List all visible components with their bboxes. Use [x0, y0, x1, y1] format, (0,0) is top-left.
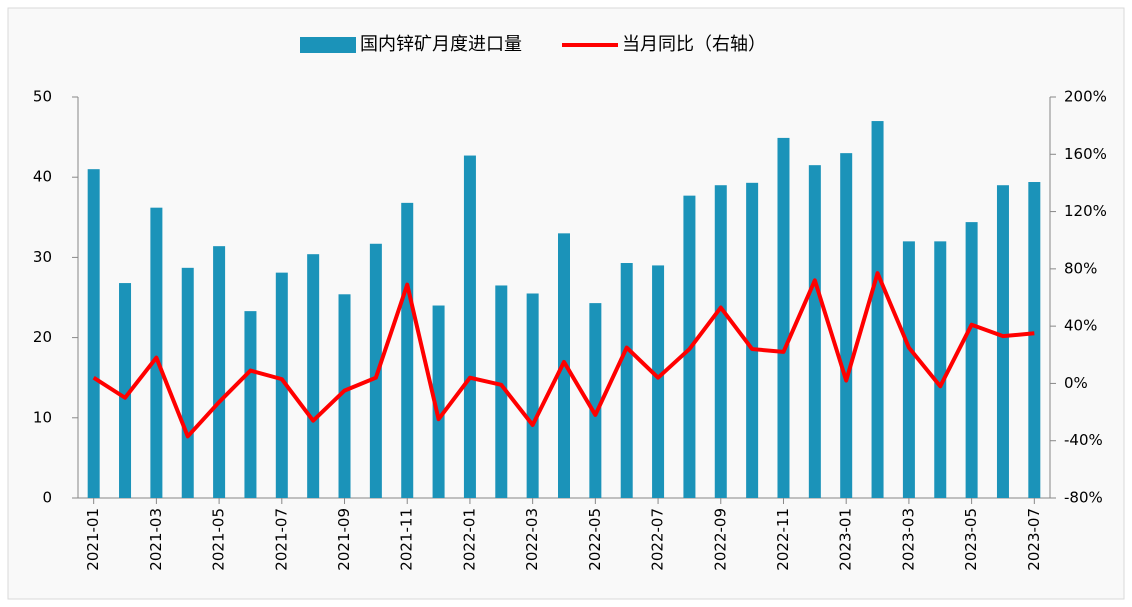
y-tick-label: 30: [33, 248, 52, 266]
bar: [714, 185, 727, 498]
x-tick-label: 2022-11: [774, 508, 792, 571]
y2-tick-label: 0%: [1064, 374, 1088, 392]
y-tick-label: 40: [33, 168, 52, 186]
y2-tick-label: 160%: [1064, 145, 1107, 163]
bar: [87, 169, 100, 498]
bar: [401, 202, 414, 498]
legend-label: 国内锌矿月度进口量: [360, 34, 522, 55]
bar: [808, 165, 821, 499]
line: [92, 271, 1035, 439]
x-tick-label: 2023-05: [962, 508, 980, 571]
y-tick-label: 10: [33, 408, 52, 426]
x-tick-label: 2021-07: [272, 508, 290, 571]
x-tick-label: 2021-09: [335, 508, 353, 571]
y2-tick-label: 80%: [1064, 259, 1097, 277]
legend-swatch: [300, 37, 356, 53]
bar: [1028, 182, 1041, 498]
x-tick-label: 2021-03: [147, 508, 165, 571]
x-tick-label: 2022-01: [460, 508, 478, 571]
bar: [965, 222, 978, 498]
bar: [119, 283, 132, 498]
bar: [526, 293, 539, 498]
bar: [840, 153, 853, 498]
bar: [934, 241, 947, 499]
x-tick-label: 2023-07: [1025, 508, 1043, 571]
x-tick-label: 2022-03: [523, 508, 541, 571]
x-tick-label: 2022-09: [711, 508, 729, 571]
y-tick-label: 50: [33, 88, 52, 106]
y2-tick-label: 120%: [1064, 202, 1107, 220]
bar: [432, 305, 445, 498]
x-tick-label: 2021-01: [84, 508, 102, 571]
x-tick-label: 2021-11: [398, 508, 416, 571]
y-tick-label: 20: [33, 328, 52, 346]
bar: [620, 263, 633, 498]
y-tick-label: 0: [42, 489, 52, 507]
bar: [213, 246, 226, 498]
bar: [307, 254, 320, 498]
bar: [338, 294, 351, 498]
legend-label: 当月同比（右轴）: [622, 34, 766, 55]
bar: [589, 303, 602, 498]
x-tick-label: 2021-05: [210, 508, 228, 571]
bar: [746, 182, 759, 498]
bar: [150, 207, 163, 498]
bar: [871, 121, 884, 498]
bar: [495, 285, 508, 498]
y2-tick-label: 40%: [1064, 317, 1097, 335]
x-tick-label: 2022-07: [649, 508, 667, 571]
bar: [996, 185, 1009, 498]
bar: [275, 272, 288, 498]
bar: [244, 311, 257, 498]
x-tick-label: 2023-01: [837, 508, 855, 571]
bar: [369, 243, 382, 498]
bar: [902, 241, 915, 499]
bar: [777, 137, 790, 499]
y2-tick-label: -80%: [1064, 489, 1103, 507]
y2-tick-label: -40%: [1064, 431, 1103, 449]
bar: [652, 265, 665, 498]
y2-tick-label: 200%: [1064, 88, 1107, 106]
bar: [181, 267, 194, 498]
x-tick-label: 2022-05: [586, 508, 604, 571]
bar: [463, 155, 476, 498]
x-tick-label: 2023-03: [899, 508, 917, 571]
